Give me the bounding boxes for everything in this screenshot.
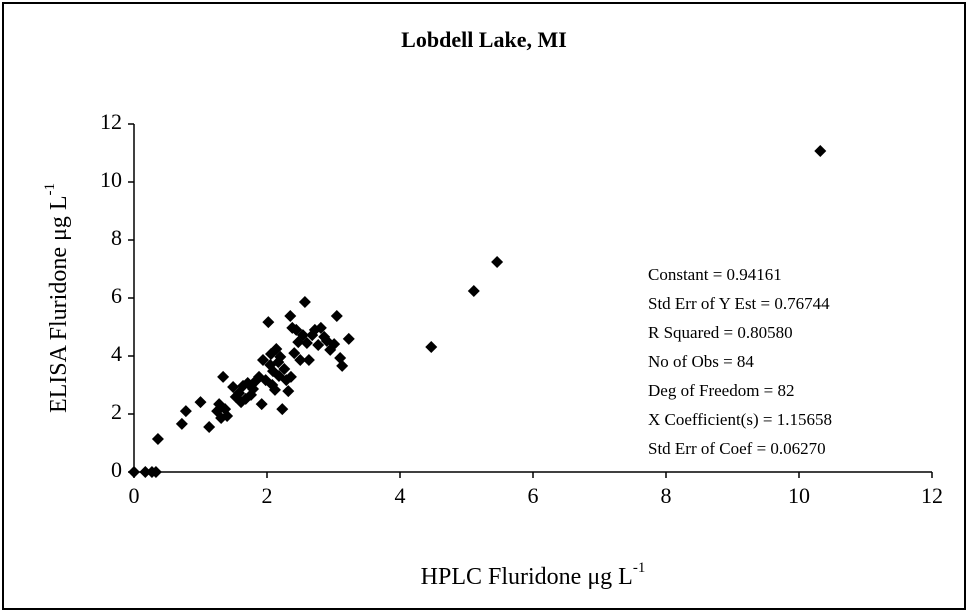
y-tick-label: 2 <box>111 399 122 424</box>
point <box>175 417 188 430</box>
x-axis-label: HPLC Fluridone μg L-1 <box>421 560 646 589</box>
point <box>262 316 275 329</box>
point <box>330 309 343 322</box>
stat-annotation: X Coefficient(s) = 1.15658 <box>648 410 832 429</box>
point <box>255 398 268 411</box>
point <box>294 354 307 367</box>
y-tick-label: 10 <box>100 167 122 192</box>
y-axis-label-text: ELISA Fluridone μg L <box>46 195 72 413</box>
point <box>425 341 438 354</box>
x-tick-label: 0 <box>129 483 140 508</box>
point <box>328 338 341 351</box>
x-tick-label: 6 <box>528 483 539 508</box>
point <box>276 403 289 416</box>
point <box>217 370 230 383</box>
point <box>268 383 281 396</box>
point <box>288 347 301 360</box>
point <box>245 388 258 401</box>
point <box>203 421 216 434</box>
point <box>300 336 313 349</box>
point <box>342 332 355 345</box>
point <box>257 354 270 367</box>
point <box>194 396 207 409</box>
stat-annotation: Constant = 0.94161 <box>648 265 782 284</box>
stat-annotation: Deg of Freedom = 82 <box>648 381 795 400</box>
point <box>278 363 291 376</box>
x-axis-label-text: HPLC Fluridone μg L <box>421 564 633 590</box>
stat-annotation: No of Obs = 84 <box>648 352 754 371</box>
point <box>312 338 325 351</box>
point <box>814 144 827 157</box>
y-tick-label: 4 <box>111 341 122 366</box>
x-axis-label-sup: -1 <box>633 560 646 576</box>
y-tick-label: 8 <box>111 225 122 250</box>
point <box>336 359 349 372</box>
y-tick-label: 0 <box>111 457 122 482</box>
point <box>227 381 240 394</box>
x-tick-label: 10 <box>788 483 810 508</box>
point <box>221 410 234 423</box>
point <box>274 350 287 363</box>
stat-annotation: Std Err of Coef = 0.06270 <box>648 439 826 458</box>
x-tick-label: 8 <box>661 483 672 508</box>
x-tick-label: 12 <box>921 483 943 508</box>
point <box>139 466 152 478</box>
stat-annotation: R Squared = 0.80580 <box>648 323 793 342</box>
point <box>284 309 297 322</box>
y-tick-label: 12 <box>100 109 122 134</box>
point <box>302 354 315 367</box>
point <box>491 256 504 269</box>
point <box>467 285 480 298</box>
point <box>298 296 311 309</box>
chart-title: Lobdell Lake, MI <box>401 27 567 52</box>
point <box>282 385 295 398</box>
x-tick-label: 2 <box>262 483 273 508</box>
point <box>179 405 192 418</box>
y-axis-label: ELISA Fluridone μg L-1 <box>42 183 71 413</box>
x-tick-label: 4 <box>395 483 406 508</box>
point <box>128 466 140 478</box>
stat-annotation: Std Err of Y Est = 0.76744 <box>648 294 830 313</box>
y-tick-label: 6 <box>111 283 122 308</box>
point <box>314 321 327 334</box>
y-axis-label-sup: -1 <box>42 183 58 196</box>
point <box>149 466 162 478</box>
point <box>284 370 297 383</box>
point <box>151 432 164 445</box>
